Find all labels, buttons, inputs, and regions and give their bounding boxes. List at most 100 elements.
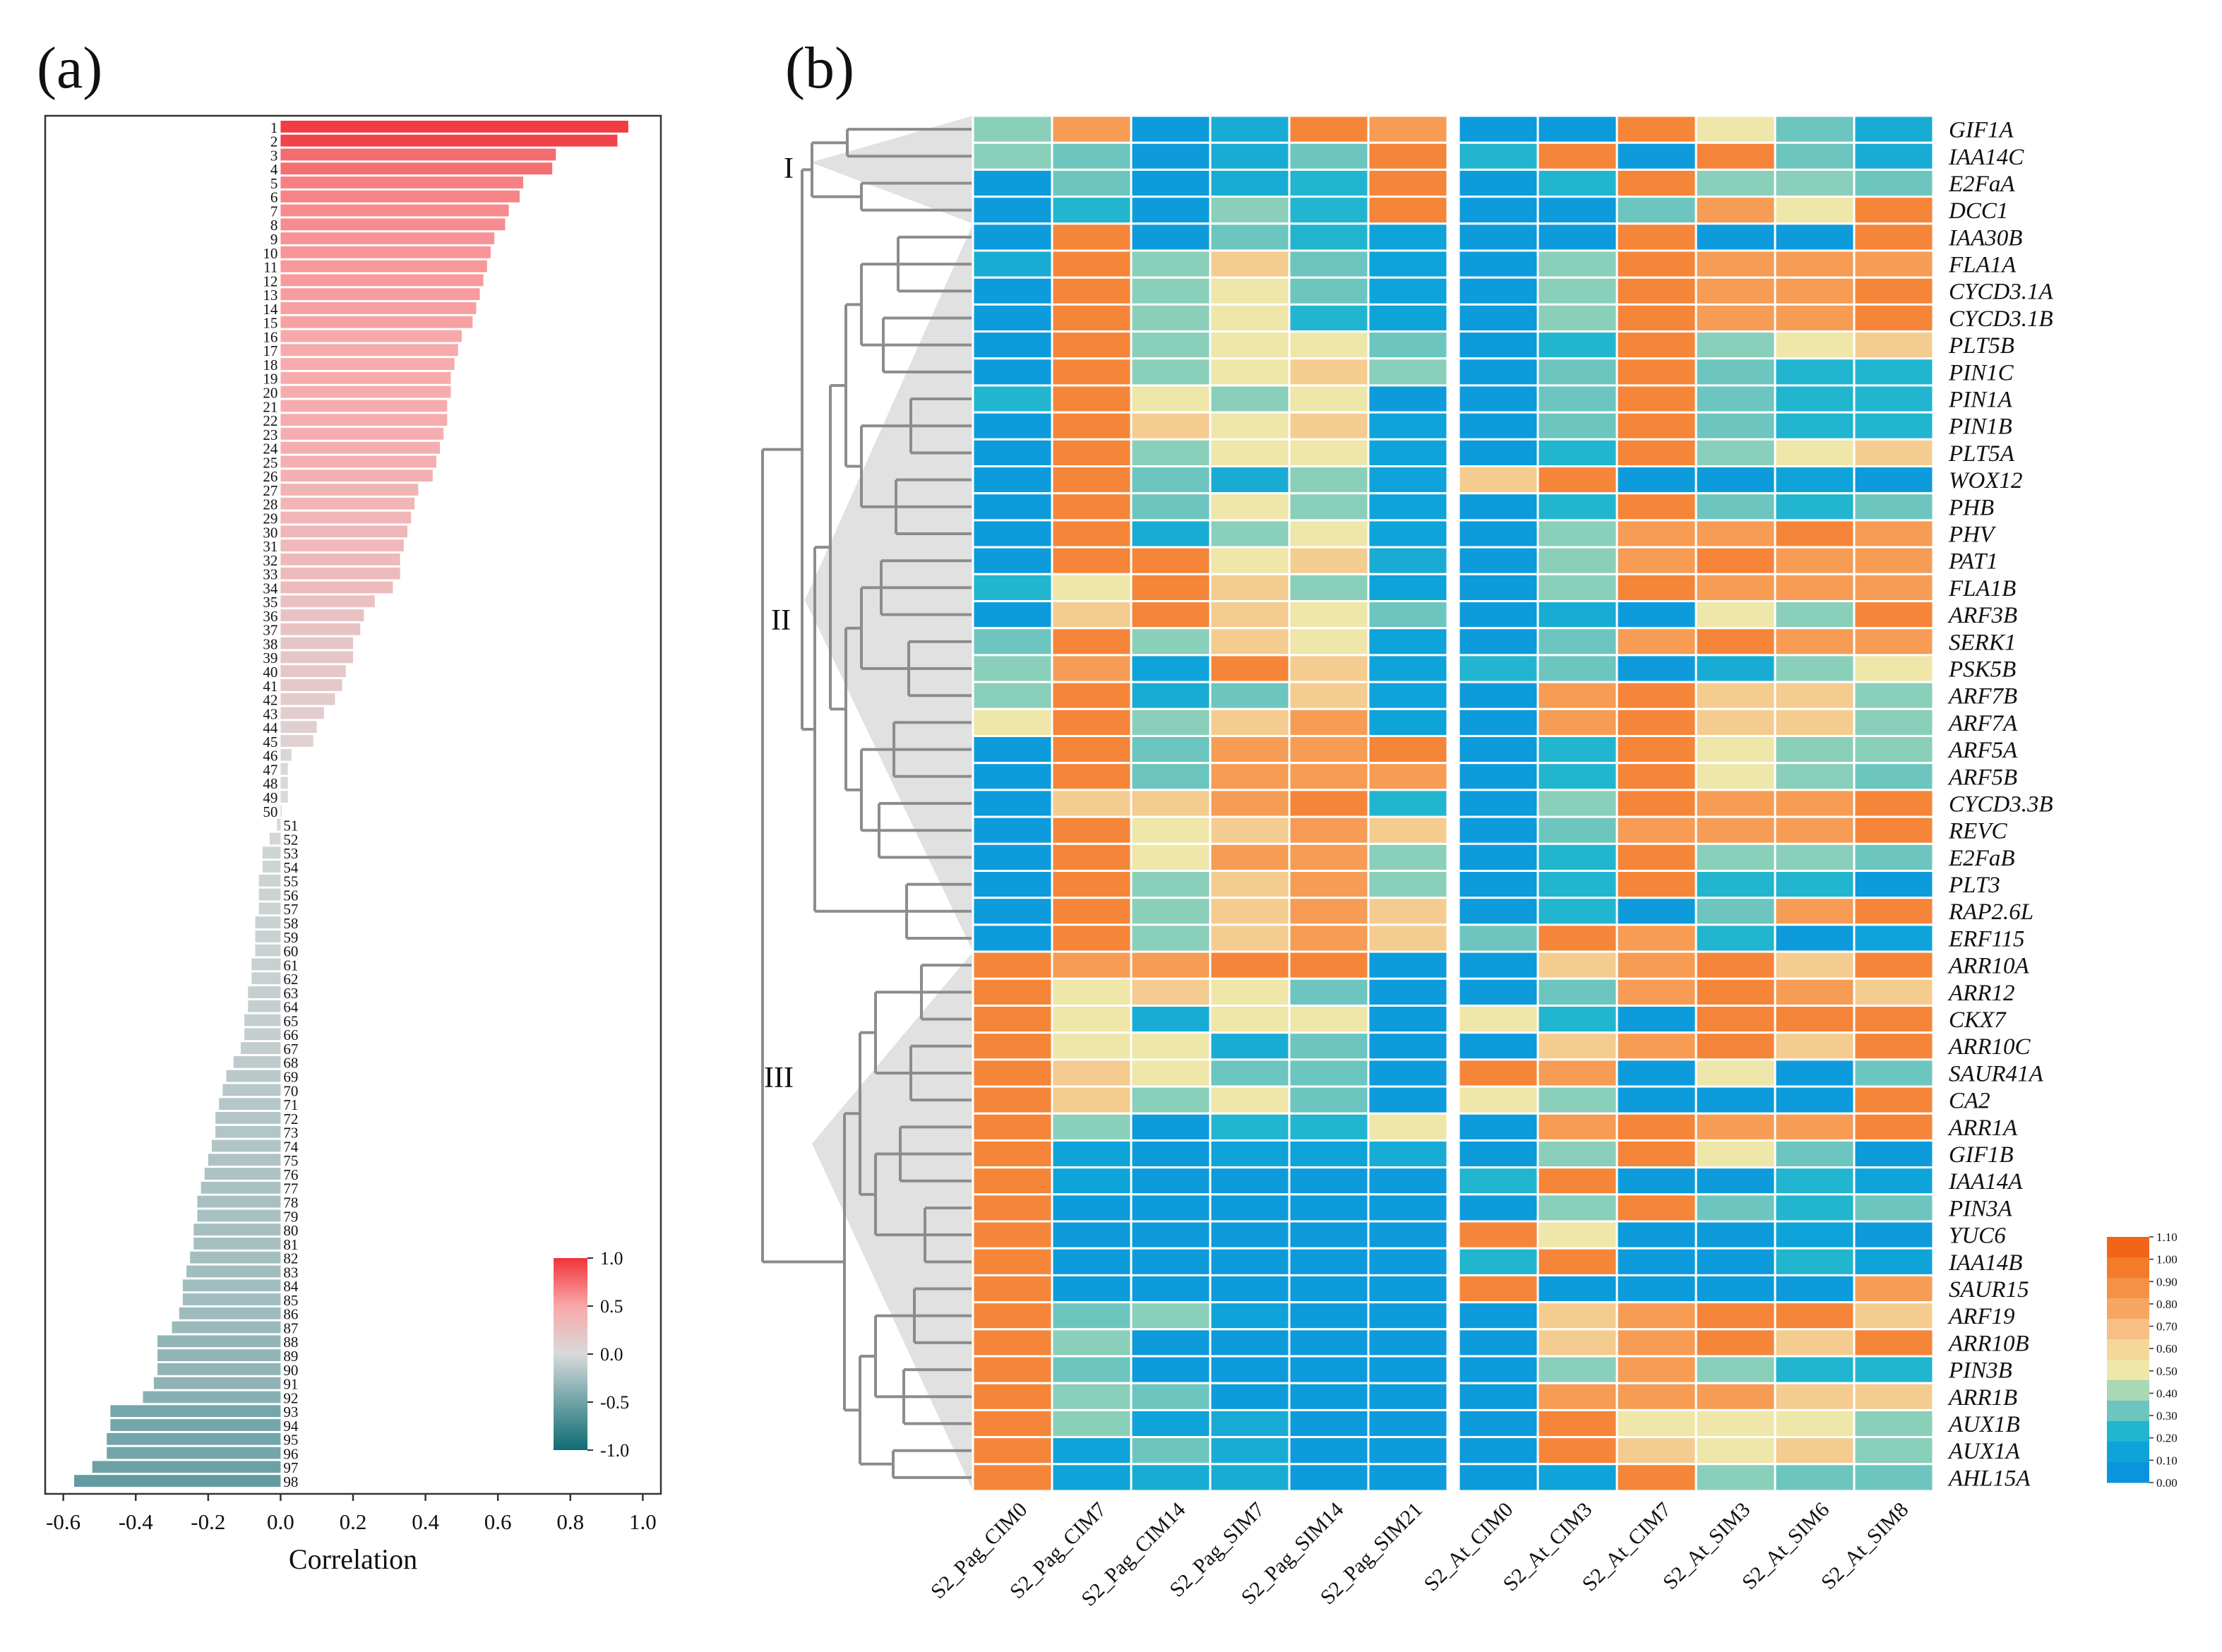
row-label-61: 61: [283, 957, 298, 974]
heatmap-cell: [1695, 842, 1776, 872]
heatmap-cell: [1130, 303, 1212, 333]
heatmap-cell: [972, 1058, 1053, 1088]
bar-96: [107, 1447, 281, 1459]
heatmap-cell: [1536, 141, 1618, 171]
heatmap-cell: [1130, 1463, 1212, 1492]
heatmap-cell: [972, 735, 1053, 765]
heatmap-cell: [1288, 681, 1370, 710]
bar-56: [258, 888, 281, 901]
row-label-69: 69: [283, 1069, 298, 1086]
heatmap-cell: [1457, 249, 1539, 279]
heatmap-cell: [1853, 923, 1935, 953]
heatmap-cell: [1457, 411, 1539, 441]
row-label-88: 88: [283, 1334, 298, 1351]
heatmap-cell: [972, 815, 1053, 845]
heatmap-cell: [1051, 1436, 1133, 1466]
heatmap-cell: [1051, 411, 1133, 441]
bar-39: [280, 651, 353, 664]
heatmap-cell: [1288, 168, 1370, 198]
heatmap-cell: [1209, 1247, 1291, 1276]
heatmap-cell: [1288, 1085, 1370, 1115]
bar-80: [193, 1223, 281, 1236]
heatmap-cell: [1853, 1382, 1935, 1411]
heatmap-cell: [1457, 276, 1539, 306]
heatmap-cell: [1536, 950, 1618, 980]
row-label-34: 34: [263, 580, 278, 597]
heatmap-cell: [1209, 842, 1291, 872]
heatmap-cell: [1367, 842, 1449, 872]
heatmap-cell: [1051, 384, 1133, 414]
heatmap-cell: [1695, 196, 1776, 225]
bar-1: [280, 121, 628, 133]
heatmap-cell: [1051, 1301, 1133, 1331]
heatmap-cell: [1615, 654, 1697, 683]
heatmap-cell: [1695, 1193, 1776, 1223]
heatmap-cell: [1209, 707, 1291, 738]
gene-label: PIN3B: [1948, 1358, 2012, 1384]
heatmap-cell: [1051, 519, 1133, 549]
dendrogram-branch: [920, 964, 972, 1021]
gene-label: PIN1B: [1948, 414, 2012, 440]
heatmap-cell: [1853, 1436, 1935, 1466]
dendrogram-branch: [924, 1206, 972, 1264]
heatmap-cell: [1853, 168, 1935, 198]
bar-35: [280, 595, 375, 608]
heatmap-cell: [1367, 1463, 1449, 1492]
heatmap-cell: [1536, 1247, 1618, 1276]
heatmap-cell: [1367, 465, 1449, 495]
gene-label: ARR10C: [1947, 1034, 2031, 1060]
heatmap-cell: [1209, 1031, 1291, 1061]
heatmap-cell: [972, 384, 1053, 414]
row-label-60: 60: [283, 943, 298, 960]
row-label-80: 80: [283, 1222, 298, 1239]
heatmap-cell: [1615, 465, 1697, 495]
row-label-12: 12: [263, 273, 277, 289]
row-label-77: 77: [283, 1180, 298, 1197]
heatmap-cell: [1853, 573, 1935, 603]
heatmap-cell: [1130, 1031, 1212, 1061]
row-label-36: 36: [263, 608, 277, 625]
heatmap-cell: [1051, 1408, 1133, 1439]
heatmap-cell: [1774, 276, 1856, 306]
heatmap-cell: [1130, 141, 1212, 171]
gene-label: ARF19: [1947, 1304, 2014, 1329]
gene-label: E2FaB: [1948, 846, 2014, 871]
heatmap-cell: [1536, 1193, 1618, 1223]
heatmap-cell: [1288, 196, 1370, 225]
heatmap-cell: [1457, 1274, 1539, 1304]
heatmap-cell: [1695, 1220, 1776, 1250]
gene-label: CKX7: [1949, 1007, 2007, 1033]
bar-82: [190, 1251, 281, 1264]
heatmap-cell: [972, 357, 1053, 387]
gene-label: IAA14A: [1948, 1169, 2023, 1195]
heatmap-cell: [1695, 1004, 1776, 1034]
heatmap-cell: [1695, 654, 1776, 683]
heatmap-cell: [1130, 977, 1212, 1007]
row-label-84: 84: [283, 1278, 299, 1295]
heatmap-cell: [1774, 1220, 1856, 1250]
heatmap-cell: [1774, 950, 1856, 980]
heatmap-cell: [1536, 654, 1618, 683]
heatmap-cell: [1051, 196, 1133, 225]
heatmap-cell: [1130, 869, 1212, 899]
row-label-56: 56: [283, 887, 298, 904]
heatmap-cell: [1288, 1193, 1370, 1223]
dendrogram: [761, 128, 972, 1479]
heatmap-cell: [1288, 789, 1370, 818]
heatmap-cell: [1130, 1139, 1212, 1169]
heatmap-cell: [1536, 1085, 1618, 1115]
heatmap-cell: [1367, 114, 1449, 144]
heatmap-cell: [972, 1463, 1053, 1492]
gene-label: PIN1C: [1948, 360, 2014, 385]
heatmap-cell: [1615, 1058, 1697, 1088]
heatmap-cell: [1457, 627, 1539, 657]
heatmap-cell: [1774, 815, 1856, 845]
heatmap-cell: [1051, 1220, 1133, 1250]
heatmap-cell: [1615, 330, 1697, 360]
heatmap-cell: [1615, 897, 1697, 926]
heatmap-cell: [1209, 438, 1291, 468]
heatmap-cell: [1615, 276, 1697, 306]
bar-24: [280, 441, 441, 454]
row-label-17: 17: [263, 342, 277, 359]
gene-label: FLA1B: [1948, 576, 2016, 601]
